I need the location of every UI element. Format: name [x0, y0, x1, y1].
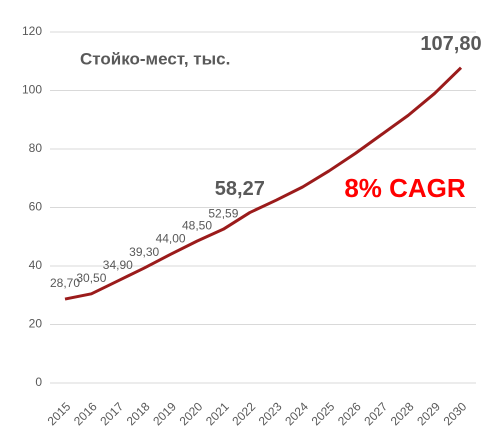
x-tick-label: 2017 — [97, 399, 126, 427]
y-tick-label: 20 — [29, 317, 43, 331]
y-tick-label: 80 — [29, 141, 43, 155]
x-tick-label: 2024 — [282, 399, 311, 427]
x-tick-label: 2028 — [388, 399, 417, 427]
x-tick-label: 2020 — [177, 399, 206, 427]
cagr-annotation: 8% CAGR — [344, 173, 466, 203]
y-tick-label: 0 — [35, 375, 42, 389]
data-label: 34,90 — [103, 258, 133, 272]
x-tick-label: 2029 — [414, 399, 443, 427]
data-label: 30,50 — [76, 271, 106, 285]
x-tick-label: 2022 — [229, 399, 258, 427]
chart-title: Стойко-мест, тыс. — [80, 49, 230, 68]
data-label: 28,70 — [50, 276, 80, 290]
data-label: 44,00 — [156, 231, 186, 245]
y-tick-label: 60 — [29, 200, 43, 214]
data-label: 48,50 — [182, 218, 212, 232]
data-label: 39,30 — [129, 245, 159, 259]
x-tick-label: 2015 — [45, 399, 74, 427]
data-label: 107,80 — [420, 33, 481, 55]
data-label: 58,27 — [215, 178, 265, 200]
y-tick-label: 120 — [22, 24, 42, 38]
x-tick-label: 2025 — [309, 399, 338, 427]
x-tick-label: 2030 — [441, 399, 470, 427]
line-series — [64, 66, 463, 301]
x-tick-label: 2018 — [124, 399, 153, 427]
y-tick-label: 100 — [22, 83, 42, 97]
x-tick-label: 2016 — [71, 399, 100, 427]
x-tick-label: 2027 — [361, 399, 390, 427]
data-label: 52,59 — [208, 206, 238, 220]
y-tick-label: 40 — [29, 258, 43, 272]
x-tick-label: 2026 — [335, 399, 364, 427]
x-tick-label: 2023 — [256, 399, 285, 427]
x-tick-label: 2019 — [150, 399, 179, 427]
x-tick-label: 2021 — [203, 399, 232, 427]
